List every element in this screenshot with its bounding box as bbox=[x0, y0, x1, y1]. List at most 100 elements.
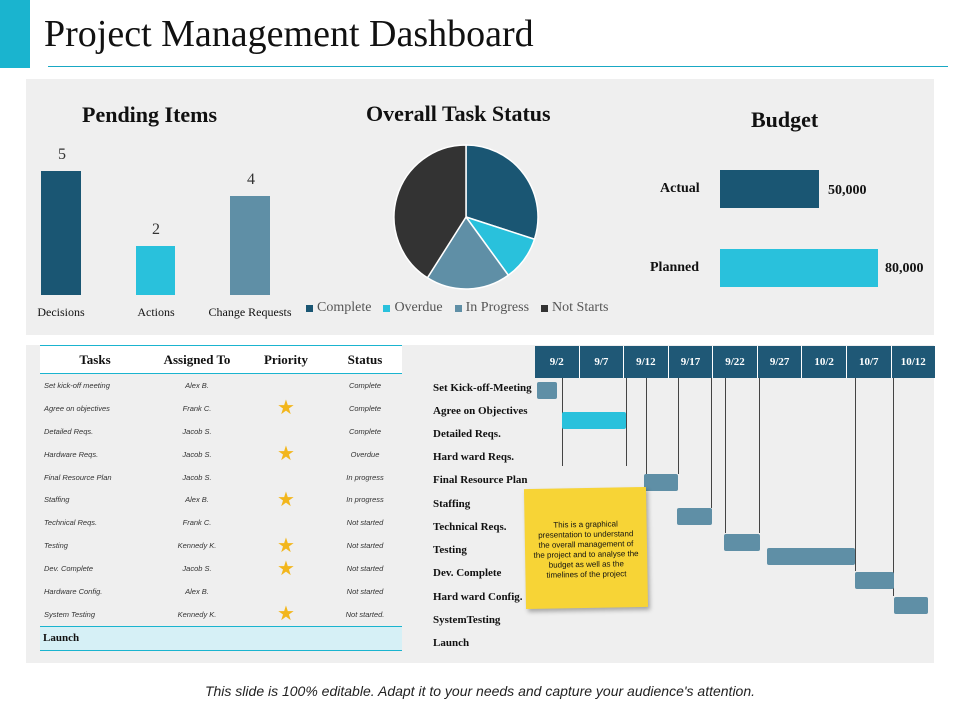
gantt-date: 9/22 bbox=[713, 346, 758, 378]
table-row: System Testing Kennedy K. ★ Not started. bbox=[40, 603, 402, 626]
budget-actual-label: Actual bbox=[660, 181, 700, 196]
assigned-cell: Kennedy K. bbox=[177, 541, 217, 551]
gantt-label: Set Kick-off-Meeting bbox=[433, 382, 532, 394]
task-cell: Testing bbox=[44, 541, 68, 551]
gantt-label: Staffing bbox=[433, 498, 471, 510]
status-cell: Complete bbox=[348, 426, 382, 436]
table-row: Set kick-off meeting Alex B. Complete bbox=[40, 374, 402, 397]
gantt-label: Hard ward Reqs. bbox=[433, 451, 514, 463]
gantt-date: 9/27 bbox=[758, 346, 803, 378]
actions-label: Actions bbox=[137, 305, 175, 319]
task-status-heading: Overall Task Status bbox=[366, 101, 551, 126]
table-row: Detailed Reqs. Jacob S. Complete bbox=[40, 420, 402, 443]
priority-cell bbox=[244, 511, 328, 534]
decisions-label: Decisions bbox=[37, 305, 85, 319]
priority-cell: ★ bbox=[244, 557, 328, 580]
gantt-label: Technical Reqs. bbox=[433, 521, 507, 533]
gantt-label: Launch bbox=[433, 637, 470, 649]
gantt-gridline bbox=[678, 378, 679, 474]
status-cell: Complete bbox=[348, 403, 382, 413]
assigned-cell: Jacob S. bbox=[182, 564, 212, 574]
assigned-cell: Kennedy K. bbox=[177, 609, 217, 619]
page-title: Project Management Dashboard bbox=[44, 13, 534, 55]
gantt-label: Detailed Reqs. bbox=[433, 428, 501, 440]
task-cell: Final Resource Plan bbox=[44, 472, 112, 482]
title-accent-bar bbox=[0, 0, 30, 68]
assigned-cell: Jacob S. bbox=[182, 426, 212, 436]
priority-cell: ★ bbox=[244, 443, 328, 466]
star-icon: ★ bbox=[277, 443, 295, 466]
status-cell: Not started. bbox=[345, 609, 385, 619]
star-icon: ★ bbox=[277, 534, 295, 557]
task-table-header: Tasks Assigned To Priority Status bbox=[40, 345, 402, 374]
col-tasks: Tasks bbox=[40, 345, 150, 374]
assigned-cell: Alex B. bbox=[185, 380, 209, 390]
task-cell: Staffing bbox=[44, 495, 70, 505]
gantt-date: 10/12 bbox=[900, 356, 926, 368]
budget-heading: Budget bbox=[751, 107, 819, 132]
col-assigned-to: Assigned To bbox=[150, 345, 244, 374]
gantt-bar-staffing bbox=[677, 508, 712, 525]
task-status-pie bbox=[393, 144, 539, 290]
status-cell: Not started bbox=[346, 541, 384, 551]
budget-actual-value: 50,000 bbox=[828, 183, 867, 198]
sticky-note: This is a graphical presentation to unde… bbox=[523, 486, 649, 610]
launch-cell: Launch bbox=[40, 625, 402, 651]
task-cell: Hardware Config. bbox=[44, 586, 103, 596]
change-requests-value: 4 bbox=[247, 171, 255, 188]
gantt-label: Testing bbox=[433, 544, 467, 556]
gantt-label: Agree on Objectives bbox=[433, 405, 528, 417]
decisions-bar bbox=[41, 171, 81, 295]
gantt-bar-testing bbox=[767, 548, 855, 565]
task-cell: Dev. Complete bbox=[44, 564, 94, 574]
schedule-panel bbox=[26, 345, 934, 663]
gantt-gridline bbox=[855, 378, 856, 571]
gantt-gridline bbox=[646, 378, 647, 474]
gantt-date: 10/2 bbox=[802, 346, 847, 378]
pending-items-heading: Pending Items bbox=[82, 102, 218, 127]
task-cell: Technical Reqs. bbox=[44, 518, 98, 528]
priority-cell bbox=[244, 466, 328, 489]
gantt-gridline bbox=[893, 378, 894, 596]
priority-cell: ★ bbox=[244, 397, 328, 420]
priority-cell: ★ bbox=[244, 603, 328, 626]
gantt-gridline bbox=[711, 378, 712, 508]
task-cell: Agree on objectives bbox=[44, 403, 110, 413]
table-row: Technical Reqs. Frank C. Not started bbox=[40, 511, 402, 534]
priority-cell: ★ bbox=[244, 488, 328, 511]
gantt-bar-kickoff bbox=[537, 382, 557, 399]
title-divider bbox=[48, 66, 948, 67]
assigned-cell: Alex B. bbox=[185, 586, 209, 596]
legend-complete: Complete bbox=[306, 300, 371, 316]
table-row: Testing Kennedy K. ★ Not started bbox=[40, 534, 402, 557]
priority-cell bbox=[244, 420, 328, 443]
change-requests-label: Change Requests bbox=[208, 305, 292, 319]
change-requests-bar bbox=[230, 196, 270, 295]
budget-planned-bar bbox=[720, 249, 878, 287]
gantt-date: 9/17 bbox=[669, 346, 714, 378]
legend-not-starts: Not Starts bbox=[541, 300, 608, 316]
budget-planned-value: 80,000 bbox=[885, 261, 924, 276]
assigned-cell: Frank C. bbox=[182, 403, 212, 413]
gantt-bar-technical bbox=[724, 534, 760, 551]
gantt-label: Hard ward Config. bbox=[433, 591, 523, 603]
decisions-value: 5 bbox=[58, 146, 66, 163]
legend-overdue: Overdue bbox=[383, 300, 443, 316]
table-row: Staffing Alex B. ★ In progress bbox=[40, 488, 402, 511]
table-row: Hardware Reqs. Jacob S. ★ Overdue bbox=[40, 443, 402, 466]
task-table: Tasks Assigned To Priority Status Set ki… bbox=[40, 345, 402, 651]
status-cell: Not started bbox=[346, 586, 384, 596]
actions-bar bbox=[136, 246, 175, 295]
budget-actual-bar bbox=[720, 170, 819, 208]
gantt-label: Dev. Complete bbox=[433, 567, 502, 579]
status-cell: Not started bbox=[346, 518, 384, 528]
status-cell: Complete bbox=[348, 380, 382, 390]
gantt-date: 9/7 bbox=[580, 346, 625, 378]
task-cell: Set kick-off meeting bbox=[44, 380, 110, 390]
priority-cell bbox=[244, 374, 328, 397]
assigned-cell: Jacob S. bbox=[182, 449, 212, 459]
assigned-cell: Frank C. bbox=[182, 518, 212, 528]
pie-slice-not-starts bbox=[393, 144, 467, 279]
status-cell: Not started bbox=[346, 564, 384, 574]
gantt-gridline bbox=[725, 378, 726, 533]
